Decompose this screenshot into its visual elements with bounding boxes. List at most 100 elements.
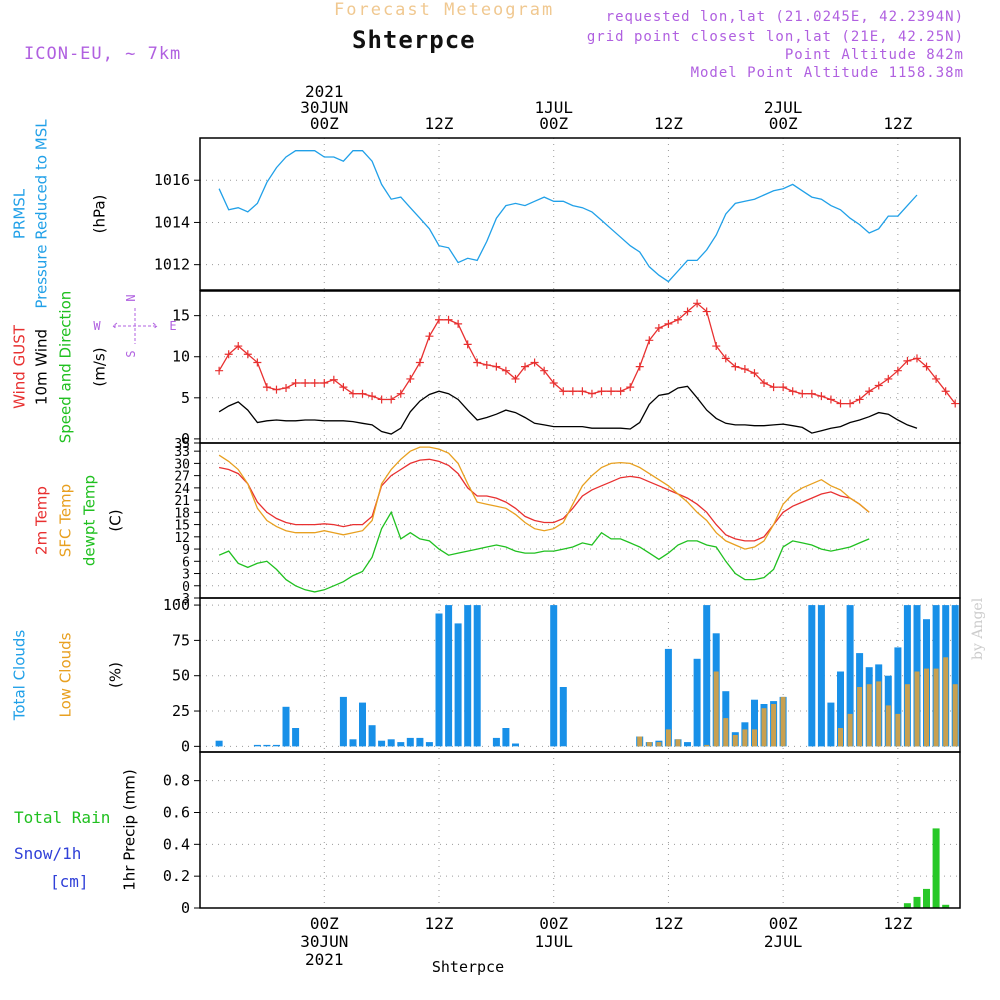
bottom-time-label: 2021 — [305, 950, 344, 969]
data-bar — [512, 743, 519, 747]
gust-marker — [807, 389, 816, 398]
gust-marker — [387, 395, 396, 404]
compass-west: W — [93, 319, 101, 333]
panel-axis-label: (m/s) — [91, 347, 109, 386]
gust-marker — [348, 389, 357, 398]
y-tick-label: 24 — [174, 482, 190, 497]
gust-marker — [616, 387, 625, 396]
footer-place-label: Shterpce — [432, 958, 504, 976]
top-time-label: 00Z — [310, 114, 339, 133]
point-altitude: Point Altitude 842m — [784, 47, 964, 63]
data-bar — [752, 729, 757, 747]
data-bar — [492, 737, 500, 747]
gust-marker — [941, 387, 950, 396]
precip-legend-label: [cm] — [50, 872, 89, 891]
series-line — [218, 150, 918, 283]
gust-marker — [702, 307, 711, 316]
y-tick-label: 0.2 — [163, 867, 190, 885]
data-bar — [932, 828, 940, 908]
y-tick-label: 10 — [172, 348, 190, 366]
y-tick-label: 27 — [174, 470, 190, 485]
gust-marker — [530, 358, 539, 367]
gust-marker — [664, 319, 673, 328]
gust-marker — [673, 315, 682, 324]
gust-marker — [310, 379, 319, 388]
gust-marker — [683, 307, 692, 316]
y-tick-label: 1014 — [154, 213, 190, 231]
top-time-label: 1JUL — [534, 98, 573, 117]
data-bar — [761, 708, 767, 747]
model-altitude: Model Point Altitude 1158.38m — [690, 65, 964, 81]
bottom-time-label: 00Z — [769, 914, 798, 933]
compass-south: S — [124, 350, 138, 357]
data-bar — [664, 648, 672, 747]
panel-axis-label: Total Clouds — [11, 630, 29, 722]
gust-marker — [234, 342, 243, 351]
data-bar — [637, 736, 643, 747]
y-tick-label: 9 — [182, 543, 190, 558]
top-time-label: 30JUN — [300, 98, 348, 117]
wind-panel: 0 5 10 15 Wind GUST 10m Wind Speed and Directi… — [11, 290, 961, 448]
data-bar — [292, 728, 300, 747]
top-time-label: 00Z — [769, 114, 798, 133]
gust-marker — [444, 315, 453, 324]
gust-marker — [549, 379, 558, 388]
gust-marker — [846, 399, 855, 408]
data-bar — [933, 668, 939, 747]
gust-marker — [817, 392, 826, 401]
panel-axis-label: 2m Temp — [33, 486, 51, 555]
data-bar — [387, 739, 395, 747]
compass-east: E — [169, 319, 176, 333]
gust-marker — [521, 362, 530, 371]
pressure-panel: 1012 1014 1016 PRMSL Pressure Reduced to MSL… — [11, 119, 961, 309]
gust-marker — [597, 387, 606, 396]
y-tick-label: 15 — [174, 519, 190, 534]
gust-marker — [329, 375, 338, 384]
y-tick-label: -3 — [174, 592, 190, 607]
gust-marker — [760, 379, 769, 388]
data-bar — [838, 728, 843, 747]
gust-marker — [645, 336, 654, 345]
gust-marker — [693, 299, 702, 308]
data-bar — [857, 687, 863, 747]
gust-marker — [282, 383, 291, 392]
gust-marker — [568, 387, 577, 396]
panel-frame — [199, 442, 961, 599]
data-bar — [895, 713, 901, 747]
gust-marker — [884, 374, 893, 383]
data-bar — [771, 704, 777, 747]
data-bar — [378, 740, 386, 747]
data-bar — [894, 647, 902, 747]
data-bar — [952, 684, 958, 747]
gust-marker — [587, 389, 596, 398]
panel-frame — [199, 751, 961, 909]
data-bar — [416, 737, 424, 747]
y-tick-label: 6 — [182, 555, 190, 570]
compass-arrows — [112, 308, 158, 344]
gust-marker — [922, 362, 931, 371]
gust-marker — [769, 383, 778, 392]
gust-marker — [903, 356, 912, 365]
y-tick-label: 0.6 — [163, 803, 190, 821]
data-bar — [675, 739, 681, 747]
gust-marker — [358, 389, 367, 398]
y-tick-label: 0 — [182, 580, 190, 595]
gust-marker — [932, 374, 941, 383]
gust-marker — [712, 342, 721, 351]
data-bar — [827, 702, 835, 747]
bottom-time-label: 2JUL — [764, 932, 803, 951]
data-bar — [808, 605, 816, 747]
gust-marker — [874, 381, 883, 390]
y-tick-label: 30 — [174, 457, 190, 472]
y-tick-label: 0 — [181, 899, 190, 917]
panel-axis-label: Wind GUST — [11, 324, 29, 409]
gust-marker — [855, 395, 864, 404]
grid-point-coords: grid point closest lon,lat (21E, 42.25N) — [586, 29, 964, 45]
y-tick-label: 0 — [181, 430, 190, 448]
y-tick-label: 1016 — [154, 171, 190, 189]
data-bar — [903, 903, 911, 908]
gust-marker — [578, 387, 587, 396]
data-bar — [263, 744, 271, 747]
data-bar — [559, 687, 567, 747]
bottom-time-label: 12Z — [425, 914, 454, 933]
